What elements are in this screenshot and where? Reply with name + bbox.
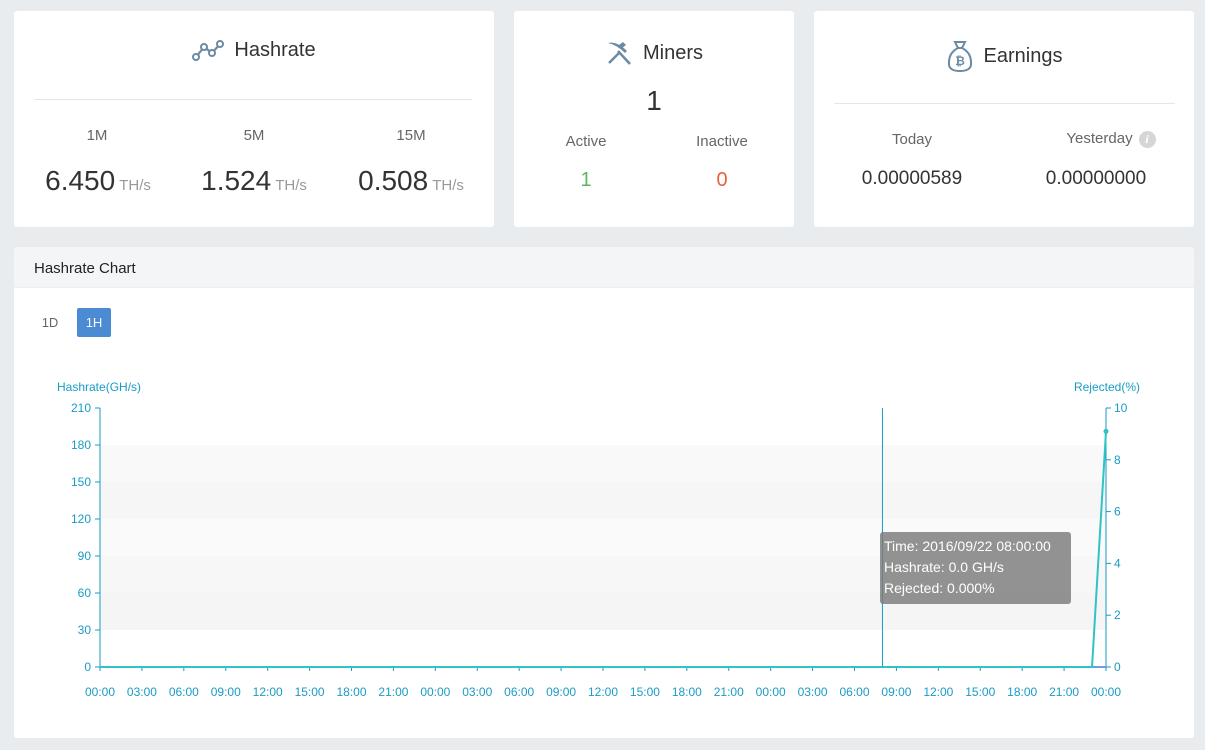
y-right-tick-label: 6 xyxy=(1114,505,1121,519)
stat-15m-value: 0.508 TH/s xyxy=(358,165,464,196)
hashrate-chart[interactable]: 0 30 60 90 120 150 180 210 Hashrate(GH/s) 0 2 4 6 8 10… xyxy=(14,247,1194,738)
x-tick-label: 15:00 xyxy=(965,685,995,699)
range-1h-button[interactable]: 1H xyxy=(77,308,111,337)
y-right-axis-title: Rejected(%) xyxy=(1074,380,1140,394)
x-tick-label: 06:00 xyxy=(169,685,199,699)
tooltip-rejected: Rejected: 0.000% xyxy=(884,580,995,596)
x-tick-label: 09:00 xyxy=(546,685,576,699)
today-label: Today xyxy=(891,131,933,148)
stat-5m-label: 5M xyxy=(243,127,265,144)
line-chart-icon xyxy=(192,39,225,62)
divider xyxy=(34,99,472,100)
active-count: 1 xyxy=(580,169,592,191)
hashrate-card-title: Hashrate xyxy=(234,39,316,61)
inactive-label: Inactive xyxy=(696,133,748,150)
miners-total: 1 xyxy=(646,85,662,116)
hashrate-card: Hashrate 1M 6.450 TH/s 5M 1.524 TH/s 15M 0… xyxy=(14,11,494,227)
inactive-count: 0 xyxy=(716,169,728,191)
stat-1m-value: 6.450 TH/s xyxy=(45,165,151,196)
x-tick-label: 03:00 xyxy=(127,685,157,699)
y-right-tick-label: 10 xyxy=(1114,401,1128,415)
x-tick-label: 00:00 xyxy=(1091,685,1121,699)
stat-1m-label: 1M xyxy=(86,127,108,144)
yesterday-label: Yesterday i xyxy=(1046,130,1176,148)
range-1d-button[interactable]: 1D xyxy=(41,315,59,330)
y-left-axis-title: Hashrate(GH/s) xyxy=(57,380,141,394)
earnings-card: ₿ Earnings Today 0.00000589 Yesterday i 0… xyxy=(814,11,1194,227)
y-left-tick-label: 60 xyxy=(78,586,92,600)
x-tick-label: 21:00 xyxy=(1049,685,1079,699)
y-right-tick-label: 0 xyxy=(1114,660,1121,674)
x-tick-label: 03:00 xyxy=(798,685,828,699)
y-right-tick-label: 8 xyxy=(1114,453,1121,467)
y-left-tick-label: 210 xyxy=(71,401,91,415)
x-tick-label: 00:00 xyxy=(756,685,786,699)
x-tick-label: 12:00 xyxy=(588,685,618,699)
y-left-tick-label: 180 xyxy=(71,438,91,452)
y-left-tick-label: 0 xyxy=(84,660,91,674)
miners-card-header: Miners xyxy=(514,39,794,67)
stat-5m-value: 1.524 TH/s xyxy=(201,165,307,196)
active-label: Active xyxy=(565,133,607,150)
earnings-card-header: ₿ Earnings xyxy=(814,39,1194,73)
series-rejected-line xyxy=(100,431,1107,668)
miners-card-title: Miners xyxy=(642,41,703,64)
info-icon[interactable]: i xyxy=(1138,130,1156,148)
chart-band xyxy=(100,482,1106,519)
x-tick-label: 18:00 xyxy=(1007,685,1037,699)
tooltip-hashrate: Hashrate: 0.0 GH/s xyxy=(884,559,1004,575)
bitcoin-bag-icon: ₿ xyxy=(946,39,974,73)
y-left-tick-label: 120 xyxy=(71,512,91,526)
hashrate-card-header: Hashrate xyxy=(14,39,494,62)
y-left-tick-label: 150 xyxy=(71,475,91,489)
y-right-tick-label: 2 xyxy=(1114,608,1121,622)
today-earnings: 0.00000589 xyxy=(861,168,963,189)
x-tick-label: 15:00 xyxy=(630,685,660,699)
x-tick-label: 09:00 xyxy=(881,685,911,699)
yesterday-earnings: 0.00000000 xyxy=(1045,168,1147,189)
pickaxe-icon xyxy=(605,39,633,67)
x-tick-label: 00:00 xyxy=(420,685,450,699)
chart-band xyxy=(100,445,1106,482)
chart-panel-title: Hashrate Chart xyxy=(14,247,1194,288)
x-tick-label: 06:00 xyxy=(839,685,869,699)
x-tick-label: 09:00 xyxy=(211,685,241,699)
x-tick-label: 15:00 xyxy=(295,685,325,699)
x-tick-label: 12:00 xyxy=(253,685,283,699)
earnings-card-title: Earnings xyxy=(983,44,1063,67)
x-tick-label: 21:00 xyxy=(714,685,744,699)
stat-15m-label: 15M xyxy=(396,127,426,144)
x-tick-label: 00:00 xyxy=(85,685,115,699)
x-tick-label: 03:00 xyxy=(462,685,492,699)
x-tick-label: 18:00 xyxy=(336,685,366,699)
divider xyxy=(834,103,1175,104)
series-rejected-point xyxy=(1103,428,1109,434)
chart-tooltip: Time: 2016/09/22 08:00:00 Hashrate: 0.0 … xyxy=(880,532,1071,604)
hashrate-chart-panel: Hashrate Chart 1D 1H 0 30 60 90 120 150 180 210… xyxy=(14,247,1194,738)
y-left-tick-label: 30 xyxy=(78,623,92,637)
y-right-tick-label: 4 xyxy=(1114,556,1121,570)
x-tick-label: 06:00 xyxy=(504,685,534,699)
svg-text:₿: ₿ xyxy=(955,54,965,68)
x-tick-label: 18:00 xyxy=(672,685,702,699)
miners-card: Miners 1 Active 1 Inactive 0 xyxy=(514,11,794,227)
y-left-tick-label: 90 xyxy=(78,549,92,563)
x-tick-label: 21:00 xyxy=(378,685,408,699)
tooltip-time: Time: 2016/09/22 08:00:00 xyxy=(884,538,1051,554)
x-tick-label: 12:00 xyxy=(923,685,953,699)
